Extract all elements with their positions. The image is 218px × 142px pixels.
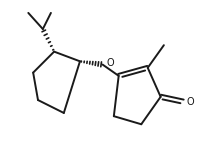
Text: O: O xyxy=(186,97,194,107)
Text: O: O xyxy=(107,58,114,68)
